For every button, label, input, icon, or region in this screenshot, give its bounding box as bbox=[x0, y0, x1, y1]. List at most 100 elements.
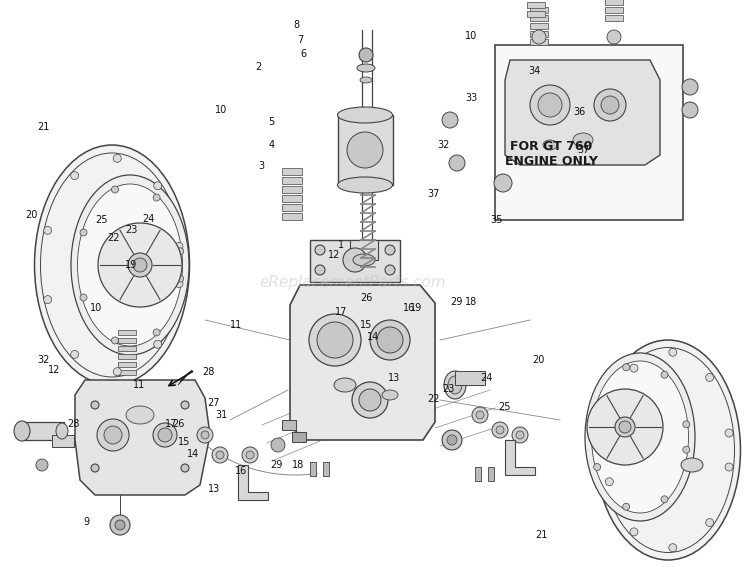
Text: 37: 37 bbox=[578, 145, 590, 156]
Text: 10: 10 bbox=[90, 303, 102, 313]
Bar bbox=[605, 15, 623, 21]
Text: 3: 3 bbox=[258, 161, 264, 171]
Circle shape bbox=[271, 438, 285, 452]
Bar bbox=[282, 186, 302, 193]
Text: 14: 14 bbox=[188, 448, 200, 459]
Text: 27: 27 bbox=[208, 398, 220, 409]
Text: 18: 18 bbox=[292, 460, 304, 470]
Text: 8: 8 bbox=[293, 20, 299, 30]
Text: FOR GT 760
ENGINE ONLY: FOR GT 760 ENGINE ONLY bbox=[505, 140, 598, 168]
Circle shape bbox=[377, 327, 403, 353]
Circle shape bbox=[496, 426, 504, 434]
Circle shape bbox=[246, 451, 254, 459]
Circle shape bbox=[343, 248, 367, 272]
Circle shape bbox=[530, 85, 570, 125]
Circle shape bbox=[622, 364, 630, 371]
Text: 7: 7 bbox=[297, 34, 303, 45]
Circle shape bbox=[587, 389, 663, 465]
Text: 12: 12 bbox=[328, 250, 340, 261]
Bar bbox=[455, 371, 485, 385]
Circle shape bbox=[630, 528, 638, 536]
Text: 15: 15 bbox=[178, 437, 190, 447]
Bar bbox=[52, 435, 74, 447]
Text: 18: 18 bbox=[465, 297, 477, 307]
Circle shape bbox=[532, 30, 546, 44]
Text: 21: 21 bbox=[38, 122, 50, 132]
Circle shape bbox=[661, 496, 668, 503]
Circle shape bbox=[605, 477, 613, 486]
Circle shape bbox=[352, 382, 388, 418]
Circle shape bbox=[594, 89, 626, 121]
Text: 26: 26 bbox=[172, 419, 184, 430]
Text: 20: 20 bbox=[26, 209, 38, 220]
Bar bbox=[292, 432, 306, 442]
Circle shape bbox=[315, 265, 325, 275]
Circle shape bbox=[181, 464, 189, 472]
Polygon shape bbox=[505, 440, 535, 475]
Circle shape bbox=[512, 427, 528, 443]
Ellipse shape bbox=[448, 376, 462, 394]
Text: 10: 10 bbox=[465, 31, 477, 41]
Ellipse shape bbox=[334, 378, 356, 392]
Bar bbox=[282, 195, 302, 202]
Circle shape bbox=[706, 374, 714, 381]
Bar bbox=[282, 204, 302, 211]
Bar bbox=[527, 2, 545, 8]
Circle shape bbox=[181, 401, 189, 409]
Circle shape bbox=[197, 427, 213, 443]
Text: 17: 17 bbox=[165, 419, 177, 430]
Circle shape bbox=[494, 174, 512, 192]
Text: 10: 10 bbox=[215, 104, 227, 115]
Ellipse shape bbox=[353, 254, 375, 266]
Circle shape bbox=[175, 280, 183, 287]
Text: 24: 24 bbox=[480, 373, 492, 383]
Circle shape bbox=[317, 322, 353, 358]
Circle shape bbox=[98, 223, 182, 307]
Circle shape bbox=[359, 48, 373, 62]
Bar bbox=[338, 115, 393, 185]
Ellipse shape bbox=[592, 361, 688, 513]
Text: 22: 22 bbox=[427, 394, 439, 405]
Text: 29: 29 bbox=[450, 297, 462, 307]
Bar bbox=[310, 462, 316, 476]
Bar bbox=[530, 23, 548, 29]
Circle shape bbox=[615, 417, 635, 437]
Circle shape bbox=[91, 464, 99, 472]
Circle shape bbox=[492, 422, 508, 438]
Text: 22: 22 bbox=[108, 233, 120, 243]
Bar bbox=[605, 0, 623, 5]
Ellipse shape bbox=[126, 406, 154, 424]
Circle shape bbox=[607, 30, 621, 44]
Circle shape bbox=[661, 371, 668, 378]
Text: 31: 31 bbox=[215, 410, 227, 420]
Circle shape bbox=[112, 337, 118, 344]
Circle shape bbox=[682, 446, 690, 453]
Circle shape bbox=[359, 389, 381, 411]
Circle shape bbox=[538, 93, 562, 117]
Text: 37: 37 bbox=[427, 188, 439, 199]
Text: 11: 11 bbox=[133, 380, 145, 390]
Circle shape bbox=[158, 428, 172, 442]
Text: 15: 15 bbox=[360, 320, 372, 331]
Bar bbox=[530, 39, 548, 45]
Text: 4: 4 bbox=[268, 139, 274, 150]
Circle shape bbox=[476, 411, 484, 419]
Circle shape bbox=[113, 154, 122, 162]
Circle shape bbox=[216, 451, 224, 459]
Circle shape bbox=[177, 275, 184, 282]
Text: 25: 25 bbox=[498, 402, 510, 412]
Circle shape bbox=[128, 253, 152, 277]
Circle shape bbox=[442, 430, 462, 450]
Ellipse shape bbox=[382, 390, 398, 400]
Circle shape bbox=[113, 368, 122, 375]
Circle shape bbox=[725, 463, 733, 471]
Circle shape bbox=[44, 296, 52, 304]
Bar bbox=[350, 240, 378, 260]
Text: 5: 5 bbox=[268, 117, 274, 128]
Bar bbox=[118, 354, 136, 359]
Ellipse shape bbox=[14, 421, 30, 441]
Circle shape bbox=[212, 447, 228, 463]
Circle shape bbox=[605, 415, 613, 422]
Circle shape bbox=[154, 340, 162, 348]
Circle shape bbox=[309, 314, 361, 366]
